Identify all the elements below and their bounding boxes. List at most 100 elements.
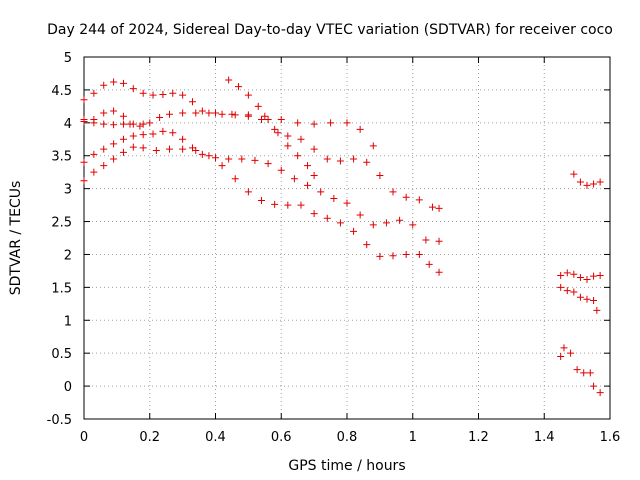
data-point: [415, 196, 423, 204]
data-point: [376, 252, 384, 260]
data-point: [576, 178, 584, 186]
series-9: [557, 283, 601, 314]
data-point: [212, 154, 219, 162]
data-point: [152, 146, 160, 154]
data-point: [205, 109, 213, 117]
data-point: [244, 188, 252, 196]
data-point: [389, 252, 397, 260]
data-point: [560, 344, 568, 352]
data-point: [110, 78, 118, 86]
data-point: [198, 150, 206, 158]
data-point: [350, 227, 358, 235]
y-tick-label: 3.5: [51, 150, 72, 165]
data-point: [119, 79, 127, 87]
data-point: [119, 112, 127, 120]
data-point: [586, 369, 594, 377]
data-point: [310, 145, 318, 153]
data-point: [343, 119, 351, 127]
data-point: [212, 109, 219, 117]
data-point: [179, 109, 187, 117]
data-point: [231, 111, 239, 119]
data-point: [80, 158, 88, 166]
data-point: [100, 120, 108, 128]
data-points: [80, 76, 604, 397]
data-point: [310, 120, 318, 128]
data-point: [422, 236, 430, 244]
data-point: [156, 114, 164, 122]
y-tick-label: 4.5: [51, 84, 72, 99]
chart-title: Day 244 of 2024, Sidereal Day-to-day VTE…: [47, 22, 613, 38]
data-point: [231, 175, 239, 183]
data-point: [90, 119, 98, 127]
x-tick-label: 0: [80, 430, 88, 445]
data-point: [425, 260, 433, 268]
data-point: [389, 188, 397, 196]
data-point: [238, 155, 246, 163]
data-point: [119, 148, 127, 156]
y-tick-label: 5: [64, 51, 72, 66]
data-point: [435, 204, 443, 212]
y-tick-label: 1.5: [51, 281, 72, 296]
data-point: [304, 162, 312, 170]
data-point: [350, 155, 358, 163]
series-4: [80, 127, 443, 245]
data-point: [274, 129, 282, 137]
data-point: [149, 130, 157, 138]
data-point: [402, 250, 410, 258]
data-point: [363, 158, 371, 166]
data-point: [323, 155, 331, 163]
y-tick-label: 2: [64, 248, 72, 263]
data-point: [330, 195, 338, 203]
data-point: [356, 211, 364, 219]
data-point: [310, 171, 318, 179]
data-point: [119, 135, 127, 143]
data-point: [284, 142, 292, 150]
data-point: [343, 199, 351, 207]
data-point: [590, 297, 598, 305]
data-point: [284, 132, 292, 140]
data-point: [415, 250, 423, 258]
data-point: [169, 89, 177, 97]
series-7: [570, 170, 604, 189]
data-point: [596, 272, 604, 280]
data-point: [336, 219, 344, 227]
data-point: [80, 118, 88, 126]
data-point: [261, 112, 269, 120]
data-point: [402, 193, 410, 201]
data-point: [310, 210, 318, 218]
data-point: [435, 237, 443, 245]
data-point: [593, 306, 601, 314]
data-point: [557, 272, 565, 280]
data-point: [557, 283, 565, 291]
data-point: [570, 170, 578, 178]
data-point: [590, 180, 598, 188]
series-1: [80, 78, 377, 150]
data-point: [100, 81, 108, 89]
data-point: [576, 273, 584, 281]
data-point: [165, 110, 173, 118]
data-point: [110, 107, 118, 115]
y-tick-label: 1: [64, 314, 72, 329]
data-point: [169, 129, 177, 137]
data-point: [80, 177, 88, 185]
data-point: [179, 145, 187, 153]
data-point: [110, 121, 118, 129]
data-point: [590, 272, 598, 280]
data-point: [563, 287, 571, 295]
data-point: [139, 89, 147, 97]
data-point: [428, 203, 436, 211]
data-point: [218, 110, 226, 118]
data-point: [376, 171, 384, 179]
x-tick-label: 0.2: [139, 430, 160, 445]
data-point: [284, 201, 292, 209]
data-point: [596, 389, 604, 397]
data-point: [110, 155, 118, 163]
data-point: [435, 268, 443, 276]
data-point: [356, 125, 364, 133]
y-tick-label: 3: [64, 183, 72, 198]
data-point: [235, 83, 243, 91]
data-point: [192, 146, 200, 154]
data-point: [277, 116, 285, 124]
data-point: [294, 119, 302, 127]
